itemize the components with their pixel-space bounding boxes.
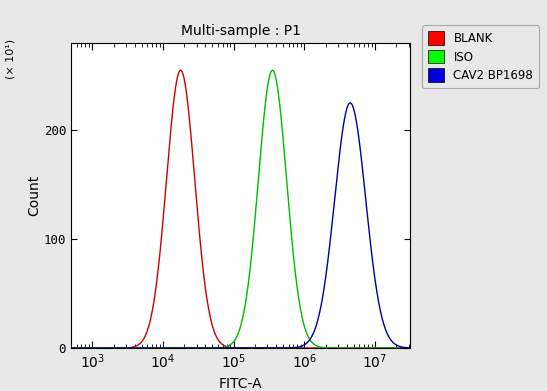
Text: (× 10¹): (× 10¹) — [5, 39, 15, 79]
Title: Multi-sample : P1: Multi-sample : P1 — [181, 24, 301, 38]
Legend: BLANK, ISO, CAV2 BP1698: BLANK, ISO, CAV2 BP1698 — [422, 25, 539, 88]
Y-axis label: Count: Count — [27, 175, 41, 216]
X-axis label: FITC-A: FITC-A — [219, 377, 263, 391]
